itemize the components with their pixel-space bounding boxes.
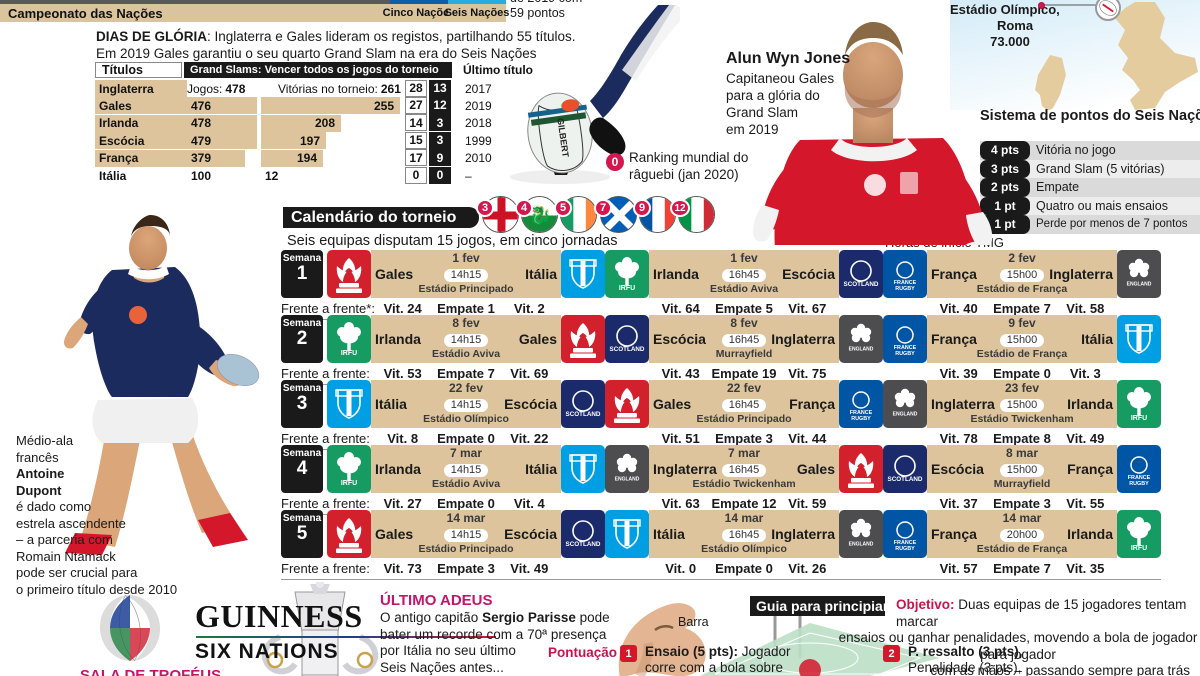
svg-text:SCOTLAND: SCOTLAND [888, 476, 923, 483]
svg-text:SCOTLAND: SCOTLAND [566, 411, 601, 418]
svg-text:IRFU: IRFU [341, 480, 357, 487]
svg-text:SCOTLAND: SCOTLAND [844, 281, 879, 288]
svg-text:SCOTLAND: SCOTLAND [610, 346, 645, 353]
svg-text:RUGBY: RUGBY [851, 416, 871, 421]
svg-text:IRFU: IRFU [1131, 545, 1147, 552]
svg-text:ENGLAND: ENGLAND [615, 477, 640, 483]
svg-text:RUGBY: RUGBY [895, 286, 915, 291]
svg-text:ENGLAND: ENGLAND [849, 542, 874, 548]
svg-text:SCOTLAND: SCOTLAND [566, 541, 601, 548]
svg-text:ENGLAND: ENGLAND [893, 412, 918, 418]
svg-text:RUGBY: RUGBY [895, 351, 915, 356]
svg-text:IRFU: IRFU [341, 350, 357, 357]
svg-text:RUGBY: RUGBY [895, 546, 915, 551]
svg-text:ENGLAND: ENGLAND [849, 347, 874, 353]
svg-text:IRFU: IRFU [1131, 415, 1147, 422]
svg-text:ENGLAND: ENGLAND [1127, 282, 1152, 288]
svg-text:IRFU: IRFU [619, 285, 635, 292]
svg-text:RUGBY: RUGBY [1129, 481, 1149, 486]
